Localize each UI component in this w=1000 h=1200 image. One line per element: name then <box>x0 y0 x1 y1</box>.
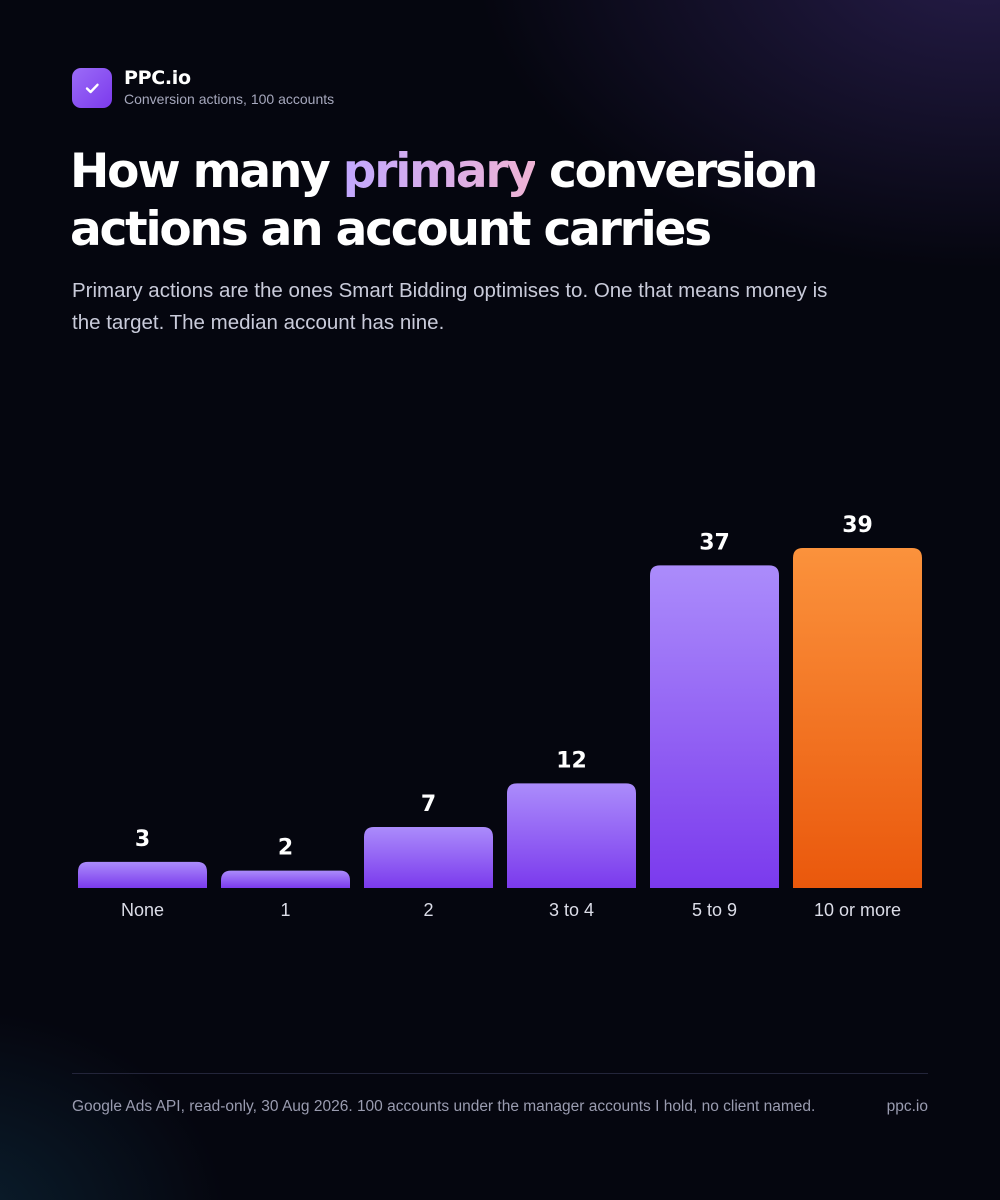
category-label-none: None <box>121 900 164 920</box>
bar-3-to-4 <box>507 783 636 888</box>
brand-header: PPC.io Conversion actions, 100 accounts <box>72 67 334 108</box>
bar-2 <box>364 826 493 888</box>
site-label: ppc.io <box>886 1098 928 1115</box>
value-label-none: 3 <box>135 827 150 852</box>
title-suffix: conversion actions an account carries <box>70 144 818 257</box>
value-label-1: 2 <box>278 836 293 861</box>
bars-group: 3 None 2 1 7 2 12 3 to 4 37 5 to 9 39 10 or more <box>78 513 922 920</box>
value-label-5-to-9: 37 <box>699 530 730 555</box>
title-prefix: How many <box>70 144 343 199</box>
brand-subtitle: Conversion actions, 100 accounts <box>124 91 335 107</box>
chart-subtitle: Primary actions are the ones Smart Biddi… <box>72 279 828 334</box>
value-label-3-to-4: 12 <box>556 748 587 773</box>
value-label-2: 7 <box>421 792 436 817</box>
checkmark-icon <box>85 83 99 93</box>
category-label-1: 1 <box>280 900 290 920</box>
bar-10-or-more <box>793 548 922 888</box>
footer-divider <box>72 1073 928 1074</box>
brand-name: PPC.io <box>124 67 191 89</box>
category-label-3-to-4: 3 to 4 <box>549 900 594 920</box>
bar-5-to-9 <box>650 565 779 888</box>
bar-none <box>78 861 207 888</box>
category-label-2: 2 <box>423 900 433 920</box>
title-highlight: primary <box>342 144 537 199</box>
value-label-10-or-more: 39 <box>842 513 873 538</box>
chart-title: How many primary conversion actions an a… <box>70 143 950 259</box>
category-label-10-or-more: 10 or more <box>814 900 901 920</box>
logo <box>72 67 112 108</box>
category-label-5-to-9: 5 to 9 <box>692 900 737 920</box>
source-note: Google Ads API, read-only, 30 Aug 2026. … <box>72 1098 816 1115</box>
bar-1 <box>221 870 350 888</box>
